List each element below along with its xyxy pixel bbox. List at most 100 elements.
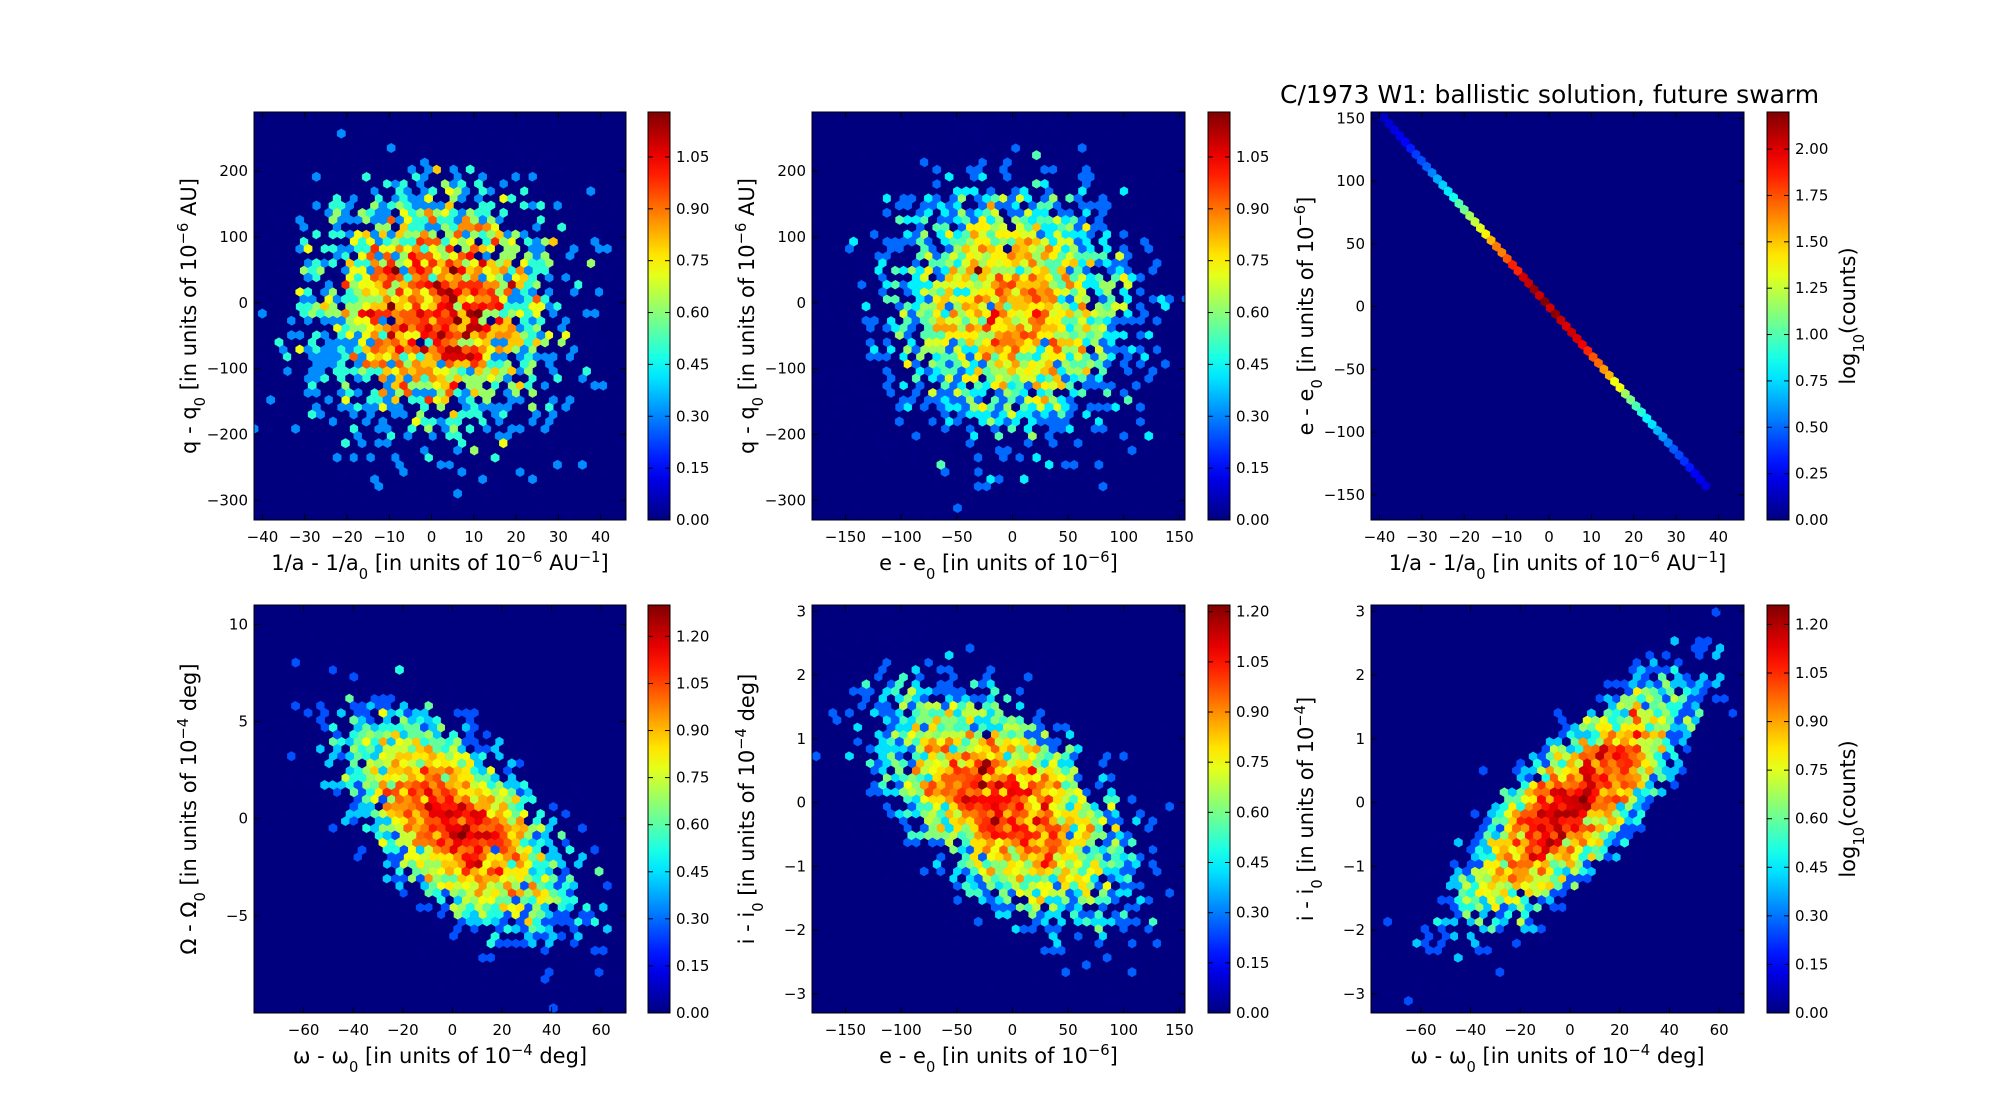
hexbin-cell bbox=[865, 178, 875, 190]
hexbin-cell bbox=[424, 366, 433, 377]
hexbin-cell bbox=[511, 923, 521, 935]
hexbin-cell bbox=[420, 474, 429, 485]
hexbin-cell bbox=[465, 135, 475, 146]
hexbin-cell bbox=[349, 279, 359, 290]
hexbin-cell bbox=[882, 743, 892, 755]
hexbin-cell bbox=[457, 150, 467, 161]
hexbin-cell bbox=[336, 635, 346, 647]
hexbin-cell bbox=[1098, 394, 1108, 406]
hexbin-cell bbox=[861, 402, 871, 413]
hexbin-cell bbox=[1048, 743, 1058, 755]
hexbin-cell bbox=[453, 722, 462, 733]
figure-title: C/1973 W1: ballistic solution, future sw… bbox=[1280, 80, 1820, 109]
hexbin-cell bbox=[1106, 265, 1116, 276]
hexbin-cell bbox=[1127, 171, 1137, 182]
hexbin-cell bbox=[528, 736, 537, 747]
hexbin-cell bbox=[440, 236, 450, 247]
hexbin-cell bbox=[1115, 394, 1125, 406]
hexbin-cell bbox=[1081, 380, 1091, 391]
hexbin-cell bbox=[470, 938, 479, 949]
hexbin-cell bbox=[353, 693, 363, 704]
hexbin-cell bbox=[861, 837, 871, 848]
hexbin-cell bbox=[336, 488, 346, 499]
hexbin-cell bbox=[407, 466, 417, 478]
hexbin-cell bbox=[1032, 772, 1041, 783]
hexbin-cell bbox=[998, 438, 1008, 449]
hexbin-cell bbox=[573, 787, 583, 798]
hexbin-cell bbox=[428, 693, 438, 704]
hexbin-cell bbox=[465, 902, 475, 913]
hexbin-cell bbox=[840, 265, 850, 276]
hexbin-cell bbox=[507, 945, 517, 956]
hexbin-cell bbox=[1027, 387, 1037, 398]
hexbin-cell bbox=[573, 366, 583, 377]
hexbin-cell bbox=[628, 939, 636, 949]
y-tick-label: 0 bbox=[238, 294, 248, 312]
hexbin-cell bbox=[598, 337, 608, 348]
hexbin-cell bbox=[407, 178, 417, 190]
hexbin-cell bbox=[278, 402, 288, 413]
hexbin-cell bbox=[291, 423, 300, 434]
hexbin-cell bbox=[1065, 178, 1075, 190]
y-tick-label: 200 bbox=[219, 162, 248, 180]
hexbin-cell bbox=[482, 902, 492, 913]
hexbin-cell bbox=[303, 693, 313, 704]
hexbin-cell bbox=[590, 902, 600, 913]
hexbin-cell bbox=[607, 931, 616, 942]
hexbin-cell bbox=[569, 200, 579, 211]
hexbin-cell bbox=[919, 607, 929, 618]
hexbin-cell bbox=[403, 923, 413, 935]
hexbin-cell bbox=[382, 423, 392, 434]
hexbin-cell bbox=[949, 715, 958, 726]
hexbin-cell bbox=[1007, 787, 1016, 798]
hexbin-cell bbox=[295, 258, 305, 269]
hexbin-cell bbox=[295, 751, 305, 762]
hexbin-cell bbox=[536, 186, 546, 197]
hexbin-cell bbox=[295, 474, 305, 485]
hexbin-cell bbox=[524, 801, 533, 812]
hexbin-cell bbox=[262, 358, 271, 370]
hexbin-cell bbox=[603, 286, 612, 298]
x-tick-label: −20 bbox=[331, 528, 363, 546]
hexbin-cell bbox=[1115, 423, 1125, 434]
hexbin-cell bbox=[336, 128, 346, 139]
hexbin-cell bbox=[1019, 186, 1029, 197]
hexbin-cell bbox=[479, 86, 487, 96]
hexbin-cell bbox=[1144, 344, 1154, 355]
hexbin-cell bbox=[861, 286, 871, 298]
hexbin-cell bbox=[882, 452, 892, 463]
hexbin-cell bbox=[590, 380, 600, 391]
hexbin-cell bbox=[615, 394, 625, 406]
hexbin-cell bbox=[494, 823, 504, 834]
hexbin-cell bbox=[474, 801, 483, 812]
x-tick-label: 0 bbox=[448, 1021, 458, 1039]
hexbin-cell bbox=[1106, 931, 1116, 942]
hexbin-cell bbox=[1090, 495, 1100, 506]
hexbin-cell bbox=[561, 344, 571, 355]
colorbar-tick-label: 0.45 bbox=[1236, 355, 1269, 373]
hexbin-cell bbox=[1095, 86, 1103, 96]
hexbin-cell bbox=[424, 164, 433, 175]
hexbin-cell bbox=[845, 315, 854, 326]
hexbin-cell bbox=[440, 380, 450, 391]
hexbin-cell bbox=[1048, 657, 1058, 668]
hexbin-cell bbox=[1069, 301, 1079, 312]
colorbar-tick-label: 2.00 bbox=[1795, 140, 1828, 158]
hexbin-cell bbox=[432, 510, 442, 520]
hexbin-cell bbox=[465, 279, 475, 290]
colorbar-tick-label: 1.05 bbox=[676, 674, 709, 692]
hexbin-cell bbox=[874, 409, 883, 420]
y-tick-label: −200 bbox=[207, 425, 248, 443]
colorbar-tick-label: 0.15 bbox=[676, 957, 709, 975]
hexbin-cell bbox=[403, 679, 413, 690]
hexbin-cell bbox=[586, 272, 596, 283]
hexbin-cell bbox=[445, 679, 454, 690]
hexbin-cell bbox=[391, 222, 400, 233]
hexbin-cell bbox=[544, 200, 554, 211]
hexbin-cell bbox=[832, 394, 842, 406]
hexbin-cell bbox=[528, 142, 537, 154]
hexbin-cell bbox=[1023, 164, 1033, 175]
hexbin-cell bbox=[965, 859, 975, 870]
hexbin-cell bbox=[457, 700, 467, 711]
y-tick-label: 200 bbox=[777, 162, 806, 180]
